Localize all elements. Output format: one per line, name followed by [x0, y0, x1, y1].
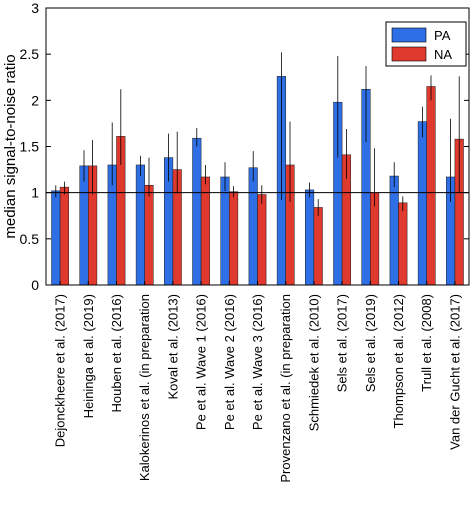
bar-pa-0 [51, 190, 61, 286]
legend-swatch-pa [391, 27, 427, 43]
bar-pa-6 [220, 176, 230, 286]
legend-swatch-na [391, 46, 427, 62]
bar-pa-3 [135, 164, 145, 286]
y-tick-label-4: 2 [31, 92, 39, 108]
y-axis-title: median signal-to-noise ratio [2, 54, 19, 238]
y-tick-label-3: 1.5 [20, 139, 40, 155]
bar-pa-1 [79, 165, 89, 286]
x-category-label-3: Kalokerinos et al. (in preparation [137, 294, 152, 481]
x-category-label-10: Sels et al. (2017) [335, 294, 350, 392]
bar-na-9 [313, 207, 323, 286]
x-category-label-1: Heininga et al. (2019) [81, 294, 96, 418]
bar-na-0 [59, 186, 69, 286]
y-tick-label-5: 2.5 [20, 46, 40, 62]
x-category-label-13: Trull et al. (2008) [419, 294, 434, 392]
bar-na-11 [370, 192, 380, 286]
y-tick-label-0: 0 [31, 277, 39, 293]
bar-pa-5 [192, 137, 202, 286]
bars-layer [51, 76, 464, 286]
x-category-label-12: Thompson et al. (2012) [391, 294, 406, 428]
x-category-label-0: Dejonckheere et al. (2017) [53, 294, 68, 447]
bar-na-12 [398, 202, 408, 286]
x-category-label-2: Houben et al. (2016) [109, 294, 124, 413]
x-category-label-6: Pe et al. Wave 2 (2016) [222, 294, 237, 430]
bar-na-7 [257, 194, 267, 286]
bar-pa-7 [248, 167, 258, 286]
x-axis-category-labels: Dejonckheere et al. (2017) Heininga et al… [53, 281, 462, 483]
y-axis-ticks: 0 0.5 1 1.5 2 2.5 3 [20, 0, 469, 293]
y-tick-label-2: 1 [31, 185, 39, 201]
legend: PA NA [385, 21, 467, 67]
bar-na-6 [229, 191, 239, 286]
bar-pa-13 [417, 121, 427, 286]
x-category-label-7: Pe et al. Wave 3 (2016) [250, 294, 265, 430]
x-category-label-11: Sels et al. (2019) [363, 294, 378, 392]
bar-na-5 [200, 176, 210, 286]
bar-na-13 [426, 86, 436, 286]
x-category-label-14: Van der Gucht et al. (2017) [447, 294, 462, 450]
bar-na-3 [144, 185, 154, 286]
y-tick-label-1: 0.5 [20, 231, 40, 247]
x-category-label-5: Pe et al. Wave 1 (2016) [194, 294, 209, 430]
x-category-label-8: Provenzano et al. (in preparation [278, 294, 293, 483]
bar-pa-9 [305, 189, 315, 286]
legend-label-na: NA [434, 47, 452, 62]
y-tick-label-6: 3 [31, 0, 39, 16]
x-category-label-9: Schmiedek et al. (2010) [306, 294, 321, 431]
x-category-label-4: Koval et al. (2013) [165, 294, 180, 400]
legend-label-pa: PA [434, 28, 451, 43]
